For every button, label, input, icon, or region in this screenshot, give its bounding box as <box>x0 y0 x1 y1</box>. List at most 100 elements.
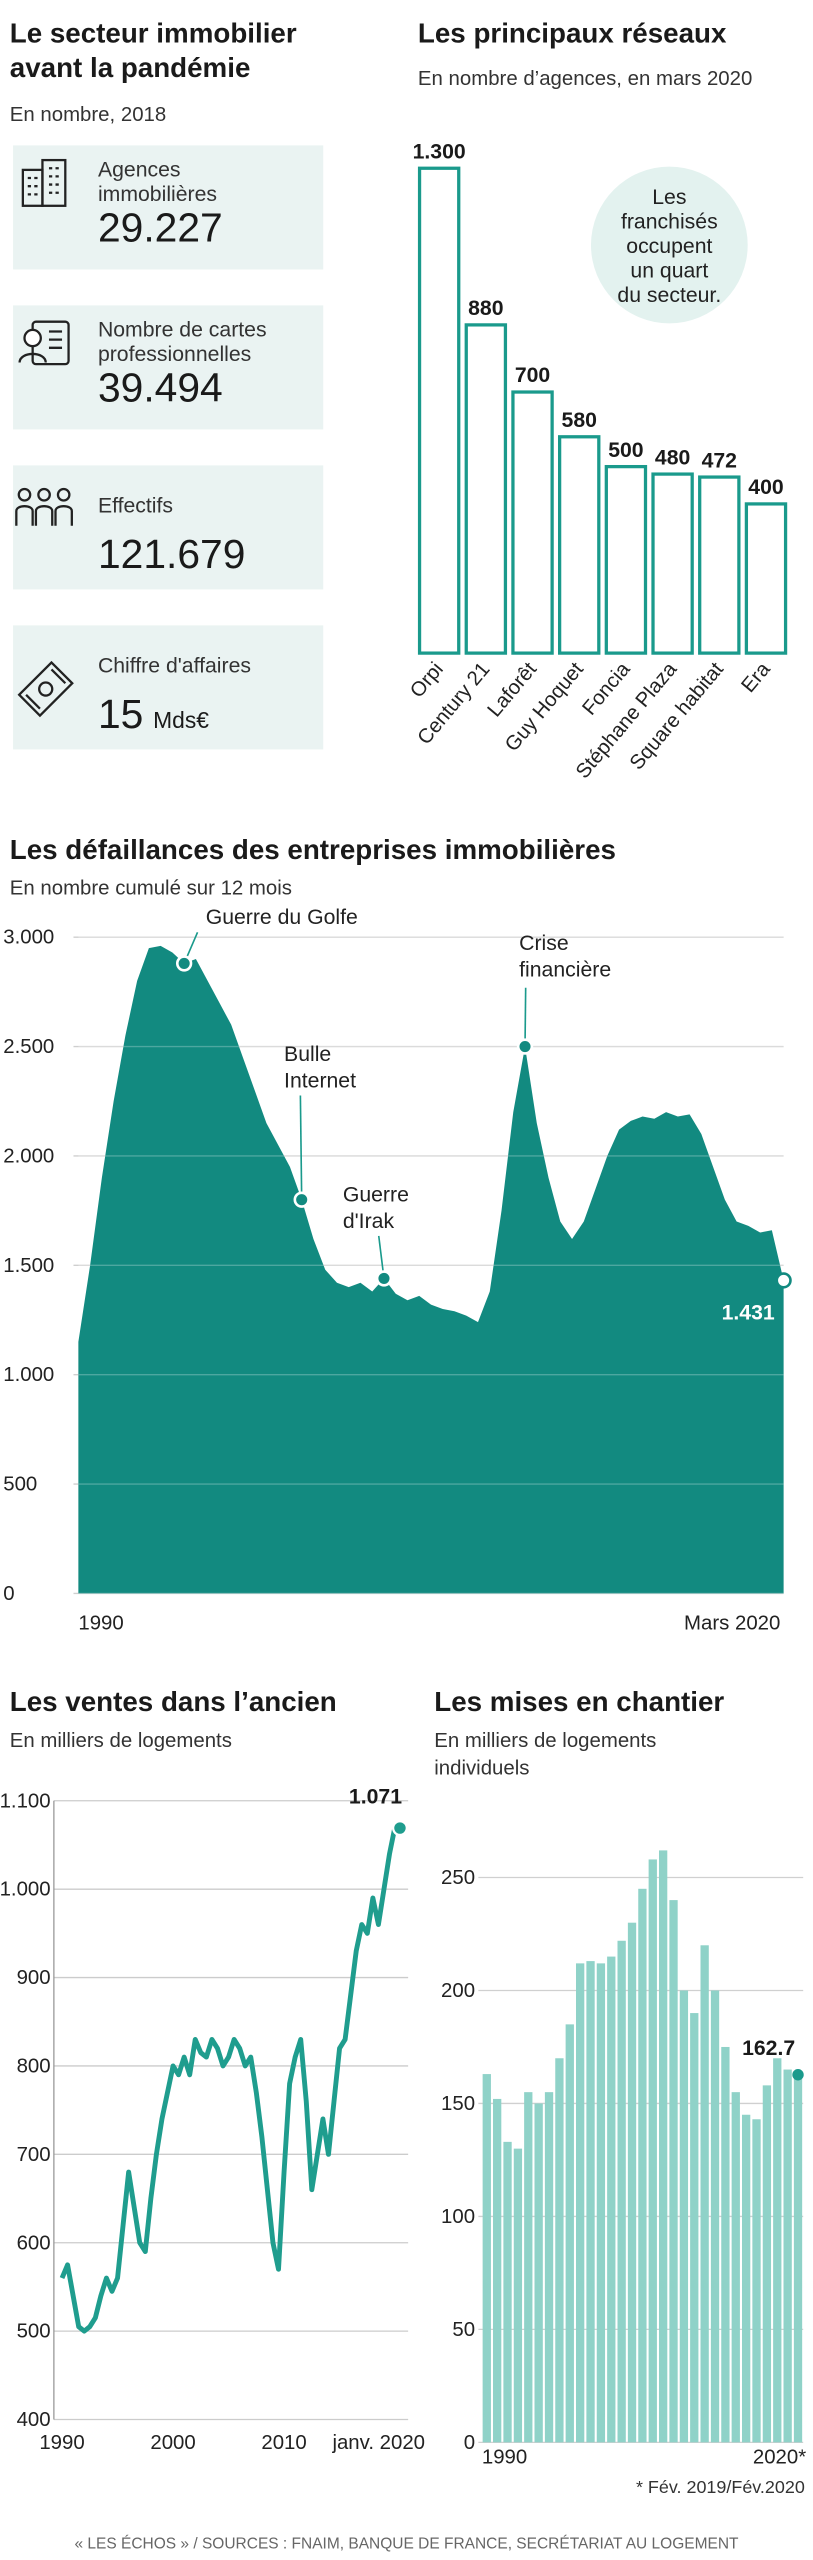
building-icon <box>21 158 67 207</box>
x-tick-label: 2020* <box>753 2447 806 2469</box>
value-label: 1.300 <box>413 140 466 163</box>
y-tick-label: 250 <box>441 1867 475 1889</box>
annotation: Les <box>652 186 686 209</box>
annotation-marker <box>175 955 193 972</box>
x-tick-label: 2000 <box>150 2432 195 2454</box>
bar <box>741 2114 751 2443</box>
bar <box>773 2058 782 2443</box>
bar <box>524 2092 533 2443</box>
bar <box>464 323 508 655</box>
value-label: 1.431 <box>722 1302 775 1325</box>
figure-label: professionnelles <box>98 343 251 366</box>
x-tick-label: 1990 <box>78 1612 123 1634</box>
panel-subtitle: En nombre, 2018 <box>10 104 166 126</box>
panel-title: avant la pandémie <box>10 52 251 83</box>
annotation: Bulle <box>284 1043 331 1066</box>
annotation: Guerre <box>343 1184 409 1207</box>
value-label: 400 <box>748 476 783 499</box>
annotation: financière <box>519 958 611 981</box>
bar <box>586 1961 595 2443</box>
y-tick-label: 1.000 <box>3 1364 54 1386</box>
bar <box>690 2013 699 2443</box>
bar <box>658 1850 668 2443</box>
figure-box <box>13 625 324 750</box>
y-tick-label: 900 <box>17 1967 51 1989</box>
bar <box>555 2058 564 2443</box>
figure-label: immobilières <box>98 183 217 206</box>
bar <box>698 475 741 655</box>
chart-title: Les défaillances des entreprises immobil… <box>10 834 616 865</box>
y-tick-label: 400 <box>17 2409 51 2431</box>
y-tick-label: 800 <box>17 2055 51 2077</box>
area <box>78 945 784 1594</box>
bar <box>596 1963 606 2443</box>
footnote: * Fév. 2019/Fév.2020 <box>636 2477 805 2497</box>
value-dot <box>792 2069 804 2081</box>
chart-title: Les mises en chantier <box>434 1686 724 1717</box>
annotation: franchisés <box>621 211 718 234</box>
figure-value: 29.227 <box>98 205 223 251</box>
x-tick-label: Orpi <box>406 659 448 703</box>
y-tick-label: 1.500 <box>3 1255 54 1277</box>
bar <box>493 2098 502 2443</box>
people-icon <box>15 487 73 526</box>
y-tick-label: 3.000 <box>3 927 54 949</box>
card-icon <box>18 320 70 366</box>
end-marker <box>775 1272 792 1289</box>
figure-label: Agences <box>98 158 181 181</box>
footer: « LES ÉCHOS » / SOURCES : FNAIM, BANQUE … <box>74 2535 739 2552</box>
end-marker <box>391 1820 408 1837</box>
value-label: 472 <box>702 449 737 472</box>
figure-value: 15 <box>98 691 143 737</box>
bar <box>511 390 554 655</box>
panel-title: Le secteur immobilier <box>10 18 297 49</box>
chart-subtitle: En milliers de logements <box>10 1730 232 1752</box>
annotation: Internet <box>284 1069 356 1092</box>
value-label: 880 <box>468 297 503 320</box>
bar <box>513 2148 523 2443</box>
bar <box>557 435 601 655</box>
bar <box>700 1945 709 2443</box>
bar <box>651 472 694 655</box>
value-label: 1.071 <box>349 1786 402 1809</box>
bar <box>752 2119 761 2443</box>
figure-box <box>13 305 324 430</box>
y-tick-label: 1.100 <box>0 1790 51 1812</box>
value-label: 162.7 <box>742 2037 795 2060</box>
annotation: Crise <box>519 932 569 955</box>
leader-line <box>299 1095 303 1200</box>
y-tick-label: 150 <box>441 2093 475 2115</box>
figure-unit: Mds€ <box>153 707 209 733</box>
x-tick-label: 2010 <box>261 2432 306 2454</box>
leader-line <box>524 987 527 1047</box>
y-tick-label: 200 <box>441 1980 475 2002</box>
y-tick-label: 500 <box>3 1474 37 1496</box>
bar <box>669 1900 678 2443</box>
bar <box>721 2046 730 2443</box>
bar <box>731 2092 740 2443</box>
value-label: 500 <box>608 439 643 462</box>
bar <box>417 166 461 655</box>
bar <box>679 1990 689 2443</box>
bar <box>648 1859 657 2443</box>
y-tick-label: 2.000 <box>3 1145 54 1167</box>
bar <box>503 2141 512 2443</box>
figure-box <box>13 465 324 590</box>
annotation-marker <box>516 1038 534 1055</box>
bar <box>544 2092 554 2443</box>
annotation-bubble <box>590 166 748 324</box>
chart-title: Les ventes dans l’ancien <box>10 1686 337 1717</box>
line <box>59 1825 398 2334</box>
annotation: occupent <box>626 235 712 258</box>
annotation: un quart <box>630 260 708 283</box>
bar <box>710 1990 720 2443</box>
y-tick-label: 600 <box>17 2232 51 2254</box>
figure-value: 39.494 <box>98 365 223 411</box>
icons <box>15 158 74 718</box>
x-tick-label: Mars 2020 <box>684 1612 780 1634</box>
value-label: 580 <box>562 409 597 432</box>
bar <box>783 2069 792 2443</box>
bar <box>482 2074 491 2443</box>
